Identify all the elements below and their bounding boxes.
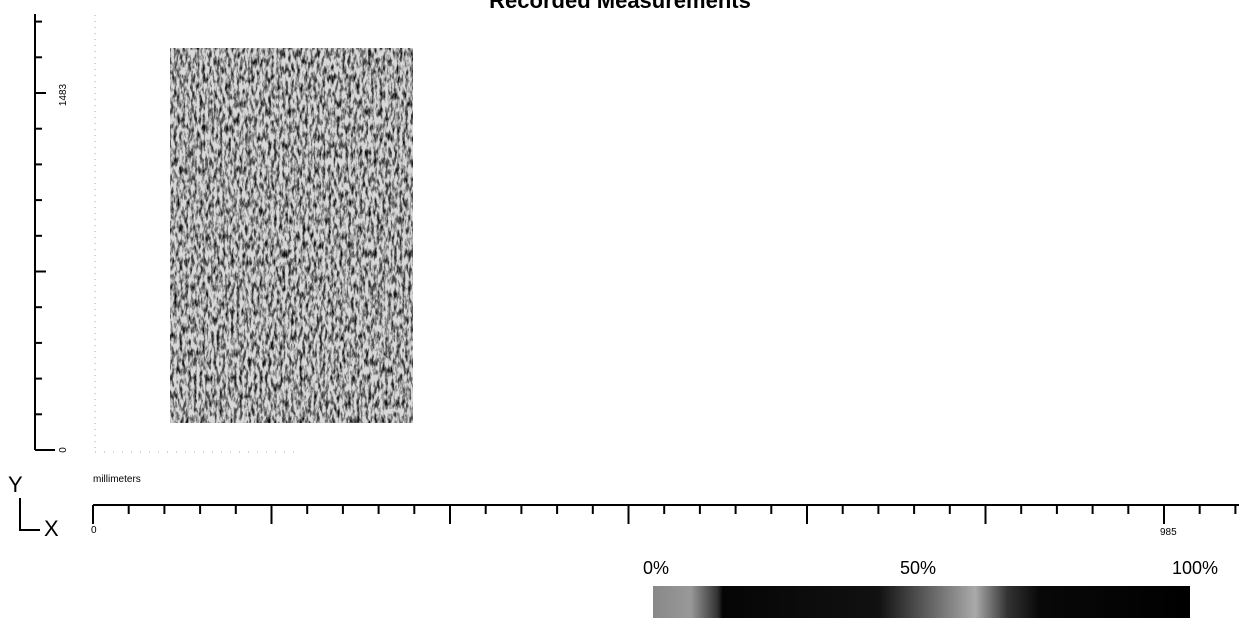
color-scale-bar bbox=[653, 586, 1190, 618]
y-min-label: 0 bbox=[58, 447, 69, 453]
measurement-area bbox=[170, 48, 413, 423]
title: Recorded Measurements bbox=[489, 0, 751, 13]
x-max-label: 985 bbox=[1160, 527, 1177, 538]
x-unit: millimeters bbox=[93, 474, 141, 485]
scale-label: 100% bbox=[1172, 558, 1218, 578]
scale-label: 0% bbox=[643, 558, 669, 578]
orient-y: Y bbox=[8, 472, 23, 497]
orient-x: X bbox=[44, 516, 59, 541]
x-ticks bbox=[92, 505, 1237, 524]
x-min-label: 0 bbox=[91, 525, 97, 536]
scale-label: 50% bbox=[900, 558, 936, 578]
orient-axes bbox=[19, 498, 40, 531]
y-ticks bbox=[35, 20, 46, 451]
y-max-label: 1483 bbox=[58, 83, 69, 106]
